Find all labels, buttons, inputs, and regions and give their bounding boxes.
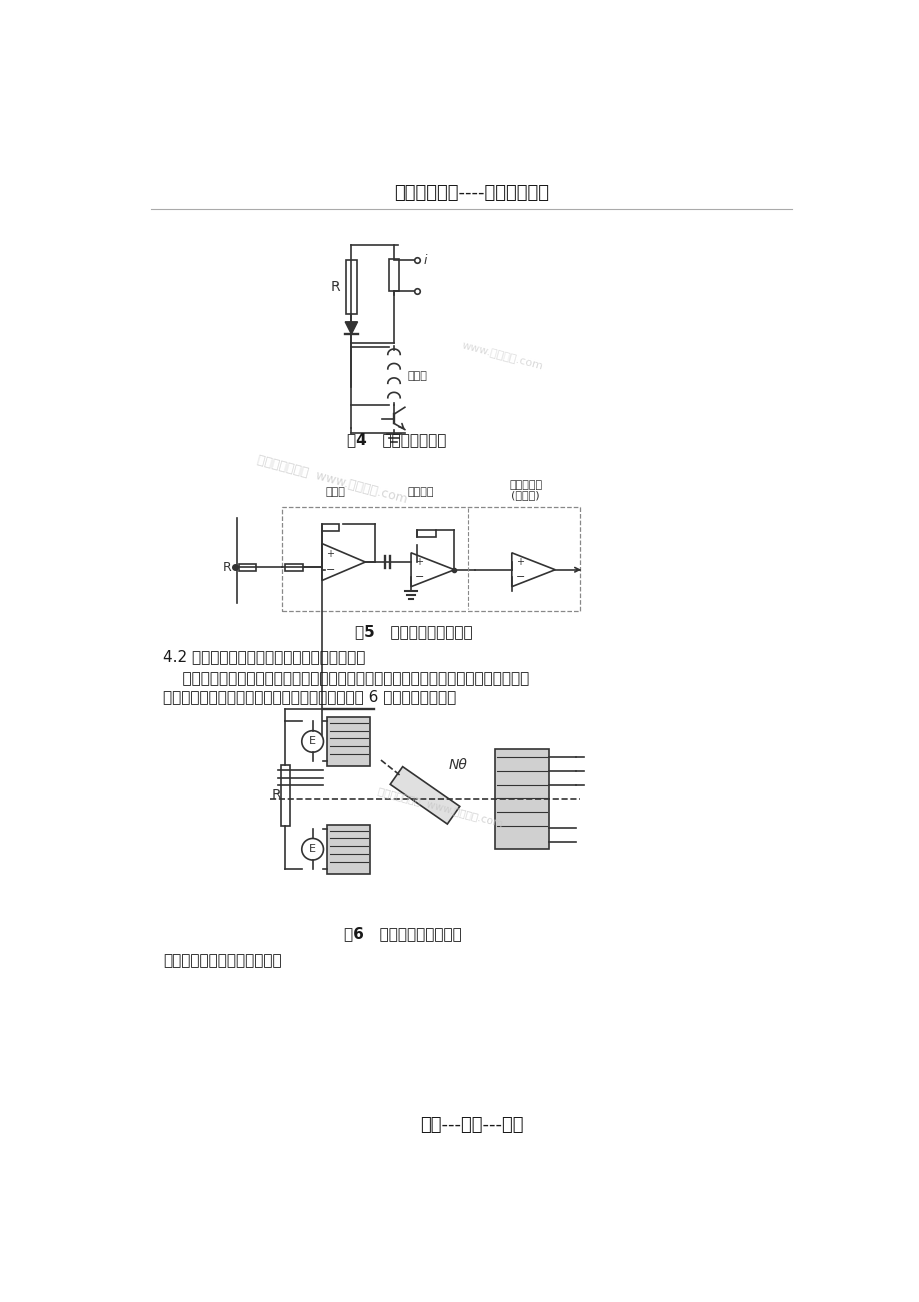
Text: 专心---专注---专业: 专心---专注---专业 (419, 1116, 523, 1134)
Text: 实质上讲，就是一台交流两相同步电动机，可用图 6 所示的模型描述。: 实质上讲，就是一台交流两相同步电动机，可用图 6 所示的模型描述。 (163, 689, 456, 704)
Text: −: − (414, 573, 424, 582)
Bar (239, 564, 255, 572)
Bar (322, 523, 338, 531)
Bar (494, 749, 549, 849)
Text: 相绕组: 相绕组 (407, 371, 427, 380)
Text: 图5   电流波峰检测原理图: 图5 电流波峰检测原理图 (355, 625, 472, 639)
Text: www.步进电机.com: www.步进电机.com (460, 341, 544, 372)
Text: 过零检测器: 过零检测器 (508, 479, 541, 490)
Bar (417, 530, 436, 538)
Text: 4.2 利用反电势检测的步进电动机闭环控制系统: 4.2 利用反电势检测的步进电动机闭环控制系统 (163, 650, 365, 664)
Bar (327, 717, 369, 766)
Text: 微分整置: 微分整置 (407, 487, 434, 497)
Text: 放大器: 放大器 (325, 487, 346, 497)
Bar (388, 259, 399, 290)
Text: E: E (309, 737, 316, 746)
Polygon shape (345, 322, 357, 335)
Polygon shape (390, 767, 460, 824)
Text: 精选优质文档----倾情为你奉上: 精选优质文档----倾情为你奉上 (393, 184, 549, 202)
Text: i: i (423, 254, 426, 267)
Text: +: + (516, 557, 523, 568)
Text: 图4   检测电阻位置图: 图4 检测电阻位置图 (347, 432, 447, 447)
Text: Nθ: Nθ (448, 758, 467, 772)
Text: R: R (331, 280, 340, 294)
Text: R: R (222, 561, 231, 574)
Text: 相绕组的电压方程可表示成：: 相绕组的电压方程可表示成： (163, 953, 281, 969)
Text: −: − (516, 573, 525, 582)
Text: R: R (271, 788, 280, 802)
Text: −: − (325, 565, 335, 575)
Bar (327, 824, 369, 874)
Text: 中国步进电机网  www.步进电机.com: 中国步进电机网 www.步进电机.com (377, 785, 504, 828)
Bar (280, 764, 289, 827)
Text: 永磁步进电动机利用反电势检测的闭环控制系统具有其优越性。一台永磁步进电动机从: 永磁步进电动机利用反电势检测的闭环控制系统具有其优越性。一台永磁步进电动机从 (163, 671, 528, 686)
Bar (346, 260, 357, 314)
Text: +: + (414, 557, 423, 568)
Text: 中国步进电机网  www.步进电机.com: 中国步进电机网 www.步进电机.com (255, 453, 408, 506)
Text: E: E (309, 844, 316, 854)
Text: 图6   永磁步进电动机模型: 图6 永磁步进电动机模型 (344, 927, 460, 941)
Text: (比较器): (比较器) (511, 491, 539, 500)
Bar (285, 564, 302, 572)
Text: +: + (325, 548, 334, 559)
